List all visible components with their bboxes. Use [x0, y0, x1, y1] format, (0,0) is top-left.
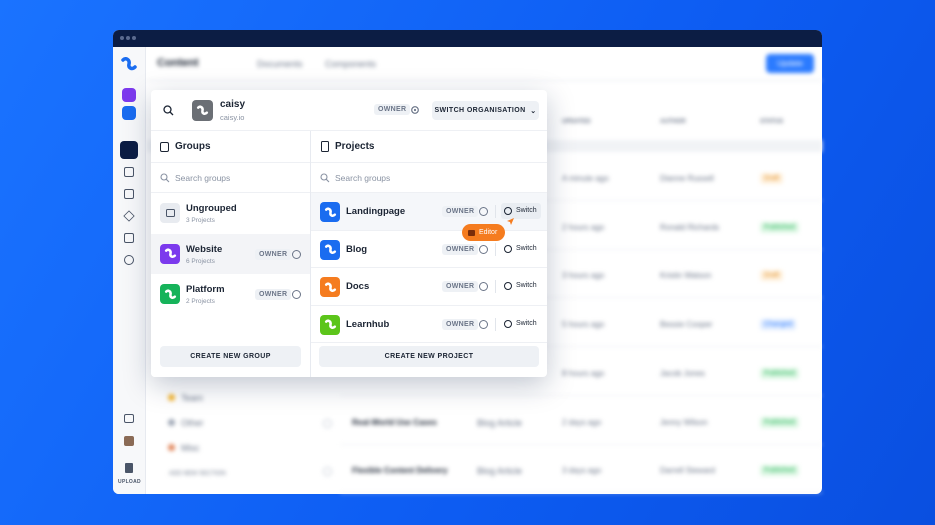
projects-icon: [321, 141, 329, 152]
group-item[interactable]: Ungrouped 3 Projects: [151, 193, 310, 234]
project-icon: [320, 314, 340, 335]
cursor-tooltip: Editor: [462, 224, 506, 241]
project-icon: [320, 239, 340, 260]
groups-title: Groups: [175, 141, 211, 152]
org-name: caisy: [220, 99, 246, 110]
separator: [495, 205, 496, 218]
groups-footer: [151, 313, 310, 377]
column-divider: [310, 131, 311, 377]
switch-icon: [504, 207, 512, 215]
upload-label[interactable]: UPLOAD: [118, 479, 141, 485]
separator: [495, 242, 496, 256]
switch-org-label: SWITCH ORGANISATION: [434, 107, 526, 114]
tooltip-label: Editor: [479, 229, 498, 236]
switch-button[interactable]: Switch: [501, 241, 541, 257]
upload-icon[interactable]: [125, 463, 133, 473]
window-dot: [126, 36, 130, 40]
org-icon[interactable]: [122, 106, 136, 120]
switch-button[interactable]: Switch: [501, 203, 541, 219]
create-group-button[interactable]: CREATE NEW GROUP: [160, 346, 301, 367]
chat-icon[interactable]: [124, 414, 134, 423]
projects-search[interactable]: Search groups: [311, 163, 547, 193]
groups-header: Groups: [151, 131, 310, 163]
project-name: Learnhub: [346, 318, 390, 330]
group-count: 6 Projects: [186, 257, 215, 265]
logo[interactable]: [120, 55, 138, 73]
search-icon: [160, 173, 170, 183]
project-icon: [320, 277, 340, 298]
separator: [495, 280, 496, 294]
switch-icon: [504, 319, 512, 328]
search-icon: [320, 173, 330, 183]
nav-content[interactable]: [120, 141, 138, 159]
settings-icon[interactable]: [479, 282, 488, 292]
window-dot: [132, 36, 136, 40]
projects-header: Projects: [311, 131, 547, 163]
project-item[interactable]: Docs OWNER Switch: [311, 268, 547, 306]
group-icon: [160, 203, 180, 223]
project-item[interactable]: Blog OWNER Switch: [311, 230, 547, 269]
group-name: Ungrouped: [186, 203, 237, 214]
nav-icon[interactable]: [124, 255, 134, 265]
role-badge: OWNER: [442, 206, 479, 217]
nav-icon[interactable]: [124, 167, 134, 177]
settings-icon[interactable]: [410, 105, 420, 115]
avatar[interactable]: [124, 436, 134, 446]
settings-icon[interactable]: [479, 207, 488, 216]
project-name: Docs: [346, 281, 370, 293]
window-dot: [120, 36, 124, 40]
create-project-button[interactable]: CREATE NEW PROJECT: [319, 346, 539, 367]
group-count: 2 Projects: [186, 298, 215, 305]
project-icon: [320, 202, 340, 222]
switch-icon: [504, 244, 512, 253]
project-name: Blog: [346, 243, 368, 255]
group-item[interactable]: Platform 2 Projects OWNER: [151, 274, 310, 315]
group-count: 3 Projects: [186, 217, 215, 224]
org-header: caisy caisy.io OWNER SWITCH ORGANISATION…: [151, 90, 547, 131]
org-icon[interactable]: [122, 88, 136, 102]
nav-icon[interactable]: [123, 210, 135, 222]
role-badge: OWNER: [442, 318, 479, 330]
search-placeholder: Search groups: [335, 173, 391, 183]
nav-icon[interactable]: [124, 233, 134, 243]
groups-icon: [160, 142, 169, 152]
org-domain: caisy.io: [220, 113, 245, 122]
groups-search[interactable]: Search groups: [151, 163, 310, 193]
role-badge: OWNER: [442, 243, 479, 255]
switch-icon: [504, 282, 512, 291]
project-item[interactable]: Landingpage OWNER Switch: [311, 193, 547, 231]
title-bar: [113, 30, 822, 47]
settings-icon[interactable]: [292, 249, 301, 259]
project-item[interactable]: Learnhub OWNER Switch: [311, 305, 547, 344]
settings-icon[interactable]: [292, 290, 301, 299]
switch-button[interactable]: Switch: [501, 278, 541, 294]
org-avatar: [192, 100, 213, 121]
switch-button[interactable]: Switch: [501, 316, 541, 332]
settings-icon[interactable]: [479, 319, 488, 329]
group-name: Website: [186, 243, 223, 255]
projects-title: Projects: [335, 141, 375, 152]
group-item[interactable]: Website 6 Projects OWNER: [151, 233, 310, 274]
sidebar: UPLOAD: [113, 47, 146, 494]
group-name: Platform: [186, 284, 225, 295]
cursor: [507, 218, 514, 225]
search-icon[interactable]: [163, 105, 174, 116]
search-placeholder: Search groups: [175, 173, 231, 183]
separator: [495, 317, 496, 331]
role-badge: OWNER: [374, 104, 411, 115]
role-badge: OWNER: [255, 248, 292, 260]
role-badge: OWNER: [255, 289, 292, 300]
role-badge: OWNER: [442, 281, 479, 293]
project-name: Landingpage: [346, 206, 406, 217]
nav-icon[interactable]: [124, 189, 134, 199]
group-icon: [160, 284, 180, 304]
switch-org-button[interactable]: SWITCH ORGANISATION ⌄: [432, 101, 539, 120]
group-icon: [160, 243, 180, 264]
settings-icon[interactable]: [479, 244, 488, 254]
